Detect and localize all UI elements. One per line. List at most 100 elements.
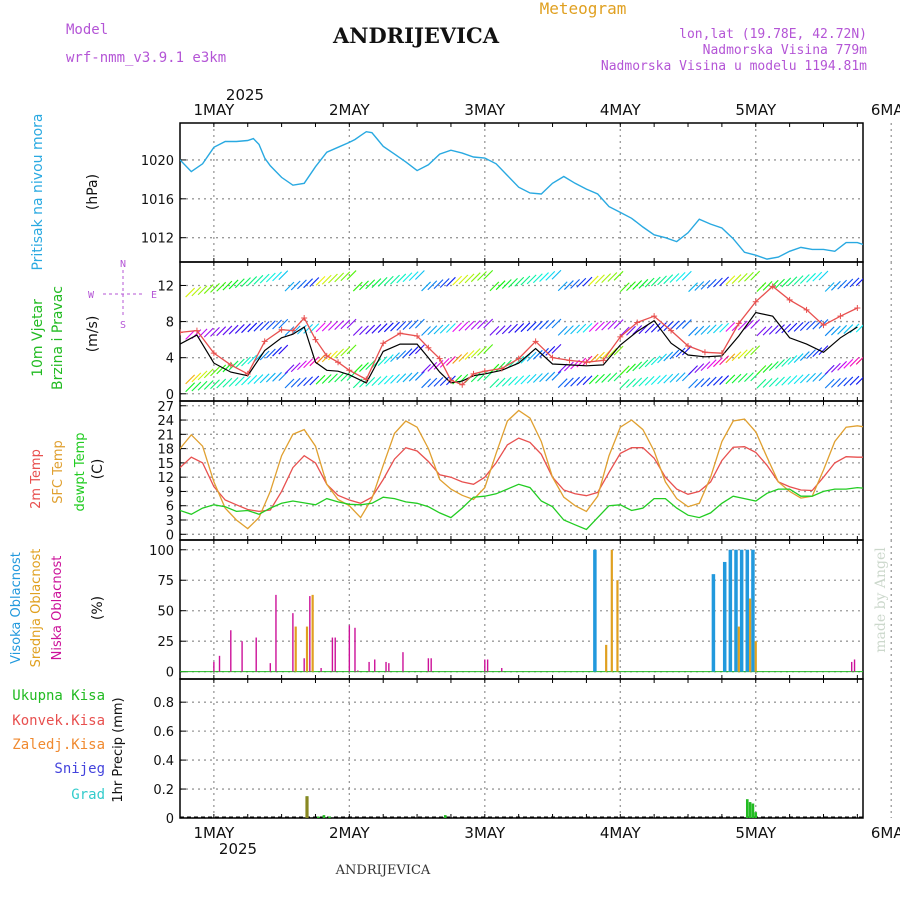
wind-barb bbox=[359, 280, 369, 291]
wind-speed-marker bbox=[803, 306, 810, 313]
wind-barb bbox=[613, 319, 624, 330]
wind-barb bbox=[756, 378, 767, 389]
wind-barb bbox=[297, 360, 307, 371]
wind-barb bbox=[464, 350, 475, 360]
wind-barb bbox=[514, 375, 525, 386]
wind-barb bbox=[477, 319, 487, 330]
wind-speed-marker bbox=[600, 357, 607, 364]
wind-barb bbox=[713, 375, 723, 386]
wind-barb bbox=[818, 345, 829, 355]
wind-barb bbox=[334, 372, 345, 383]
wind-barb bbox=[328, 373, 338, 384]
wind-barb bbox=[557, 281, 568, 292]
wind-barb bbox=[775, 376, 785, 387]
wind-barb bbox=[396, 273, 407, 284]
dewpt-ylabel: dewpt Temp bbox=[73, 432, 88, 511]
coords-label: lon,lat (19.78E, 42.72N) bbox=[679, 27, 867, 42]
wind-barb bbox=[582, 322, 593, 333]
pressure-line bbox=[180, 130, 863, 260]
wind-barb bbox=[812, 372, 823, 382]
wind-barb bbox=[284, 281, 295, 292]
wind-barb bbox=[564, 377, 574, 388]
wind-barb bbox=[595, 373, 605, 384]
low-cloud-bar bbox=[354, 627, 356, 672]
wind-speed-marker bbox=[481, 368, 488, 375]
wind-barb bbox=[352, 364, 363, 374]
precip-legend: Ukupna Kisa Konvek.Kisa Zaledj.Kisa Snij… bbox=[12, 688, 105, 803]
wind-barb bbox=[557, 378, 568, 389]
wind-barb bbox=[768, 377, 779, 388]
ytick-label-temperature: 9 bbox=[166, 485, 174, 500]
wind-barb bbox=[439, 358, 450, 368]
frz-precip-bar bbox=[305, 796, 309, 818]
wind-barb bbox=[446, 276, 456, 287]
mid-cloud-bar bbox=[610, 549, 613, 672]
wind-barb bbox=[489, 281, 500, 292]
wind-speed-marker bbox=[459, 381, 466, 388]
wind-barb bbox=[371, 323, 382, 334]
wind-barb bbox=[253, 321, 264, 332]
wind-barb bbox=[700, 325, 711, 335]
wind-barb bbox=[551, 269, 562, 280]
wind-barb bbox=[234, 376, 245, 387]
wind-barb bbox=[489, 363, 500, 374]
wind-barb bbox=[458, 274, 469, 285]
ytick-label-wind: 8 bbox=[166, 316, 174, 331]
wind-barb bbox=[247, 276, 258, 286]
wind-barb bbox=[334, 348, 345, 359]
wind-barb bbox=[818, 270, 829, 281]
wind-barb bbox=[241, 356, 251, 367]
wind-barb bbox=[259, 273, 270, 284]
top-day-6MAY: 6MAY bbox=[871, 101, 900, 119]
wind-barb bbox=[706, 376, 717, 387]
wind-barb bbox=[855, 356, 863, 365]
wind-barb bbox=[545, 371, 556, 382]
ytick-label-cloud: 25 bbox=[157, 635, 174, 650]
wind-barb bbox=[309, 277, 320, 287]
wind-barb bbox=[539, 372, 549, 383]
wind-barb bbox=[297, 279, 307, 290]
wind-barb bbox=[414, 270, 425, 280]
ytick-label-temperature: 21 bbox=[157, 428, 174, 443]
low-cloud-bar bbox=[501, 668, 503, 672]
ytick-label-temperature: 24 bbox=[157, 414, 174, 429]
wind-speed-marker bbox=[718, 350, 725, 357]
low-cloud-bar bbox=[486, 659, 489, 672]
wind-barb bbox=[731, 373, 742, 384]
wind-speed-marker bbox=[312, 336, 319, 343]
wind-barb bbox=[601, 320, 612, 331]
wind-speed-marker bbox=[820, 322, 827, 329]
wind-speed-marker bbox=[566, 357, 573, 364]
wind-barb bbox=[663, 321, 674, 332]
wind-speed-marker bbox=[532, 338, 539, 345]
wind-barb bbox=[210, 327, 220, 337]
wind-barb bbox=[843, 278, 854, 289]
ytick-label-cloud: 75 bbox=[157, 574, 174, 589]
wind-barb bbox=[278, 344, 289, 355]
wind-barb bbox=[458, 352, 469, 362]
wind-barb bbox=[564, 361, 574, 372]
wind-ylabel: 10m Vjetar Brzina i Pravac bbox=[30, 286, 66, 390]
compass-w: W bbox=[88, 290, 95, 301]
wind-barb bbox=[495, 280, 506, 291]
wind-barb bbox=[545, 345, 556, 356]
wind-barb bbox=[650, 375, 661, 386]
high-cloud-bar bbox=[745, 549, 750, 672]
wind-barb bbox=[595, 351, 605, 362]
wind-barbs bbox=[180, 269, 863, 393]
wind-barb bbox=[626, 378, 636, 389]
wind-speed-marker bbox=[425, 344, 432, 351]
wind-barb bbox=[831, 325, 841, 336]
wind-barb bbox=[744, 372, 754, 382]
wind-speed-marker bbox=[617, 333, 624, 340]
wind-barb bbox=[551, 343, 562, 354]
wind-barb bbox=[334, 320, 345, 331]
wind-barb bbox=[253, 274, 264, 285]
wind-barb bbox=[843, 324, 854, 334]
wind-barb bbox=[321, 321, 332, 332]
wind-barb bbox=[408, 271, 419, 282]
wind-barb bbox=[619, 365, 630, 376]
wind-barb bbox=[408, 319, 419, 330]
wind-barb bbox=[340, 371, 351, 382]
wind-barb bbox=[756, 365, 767, 375]
